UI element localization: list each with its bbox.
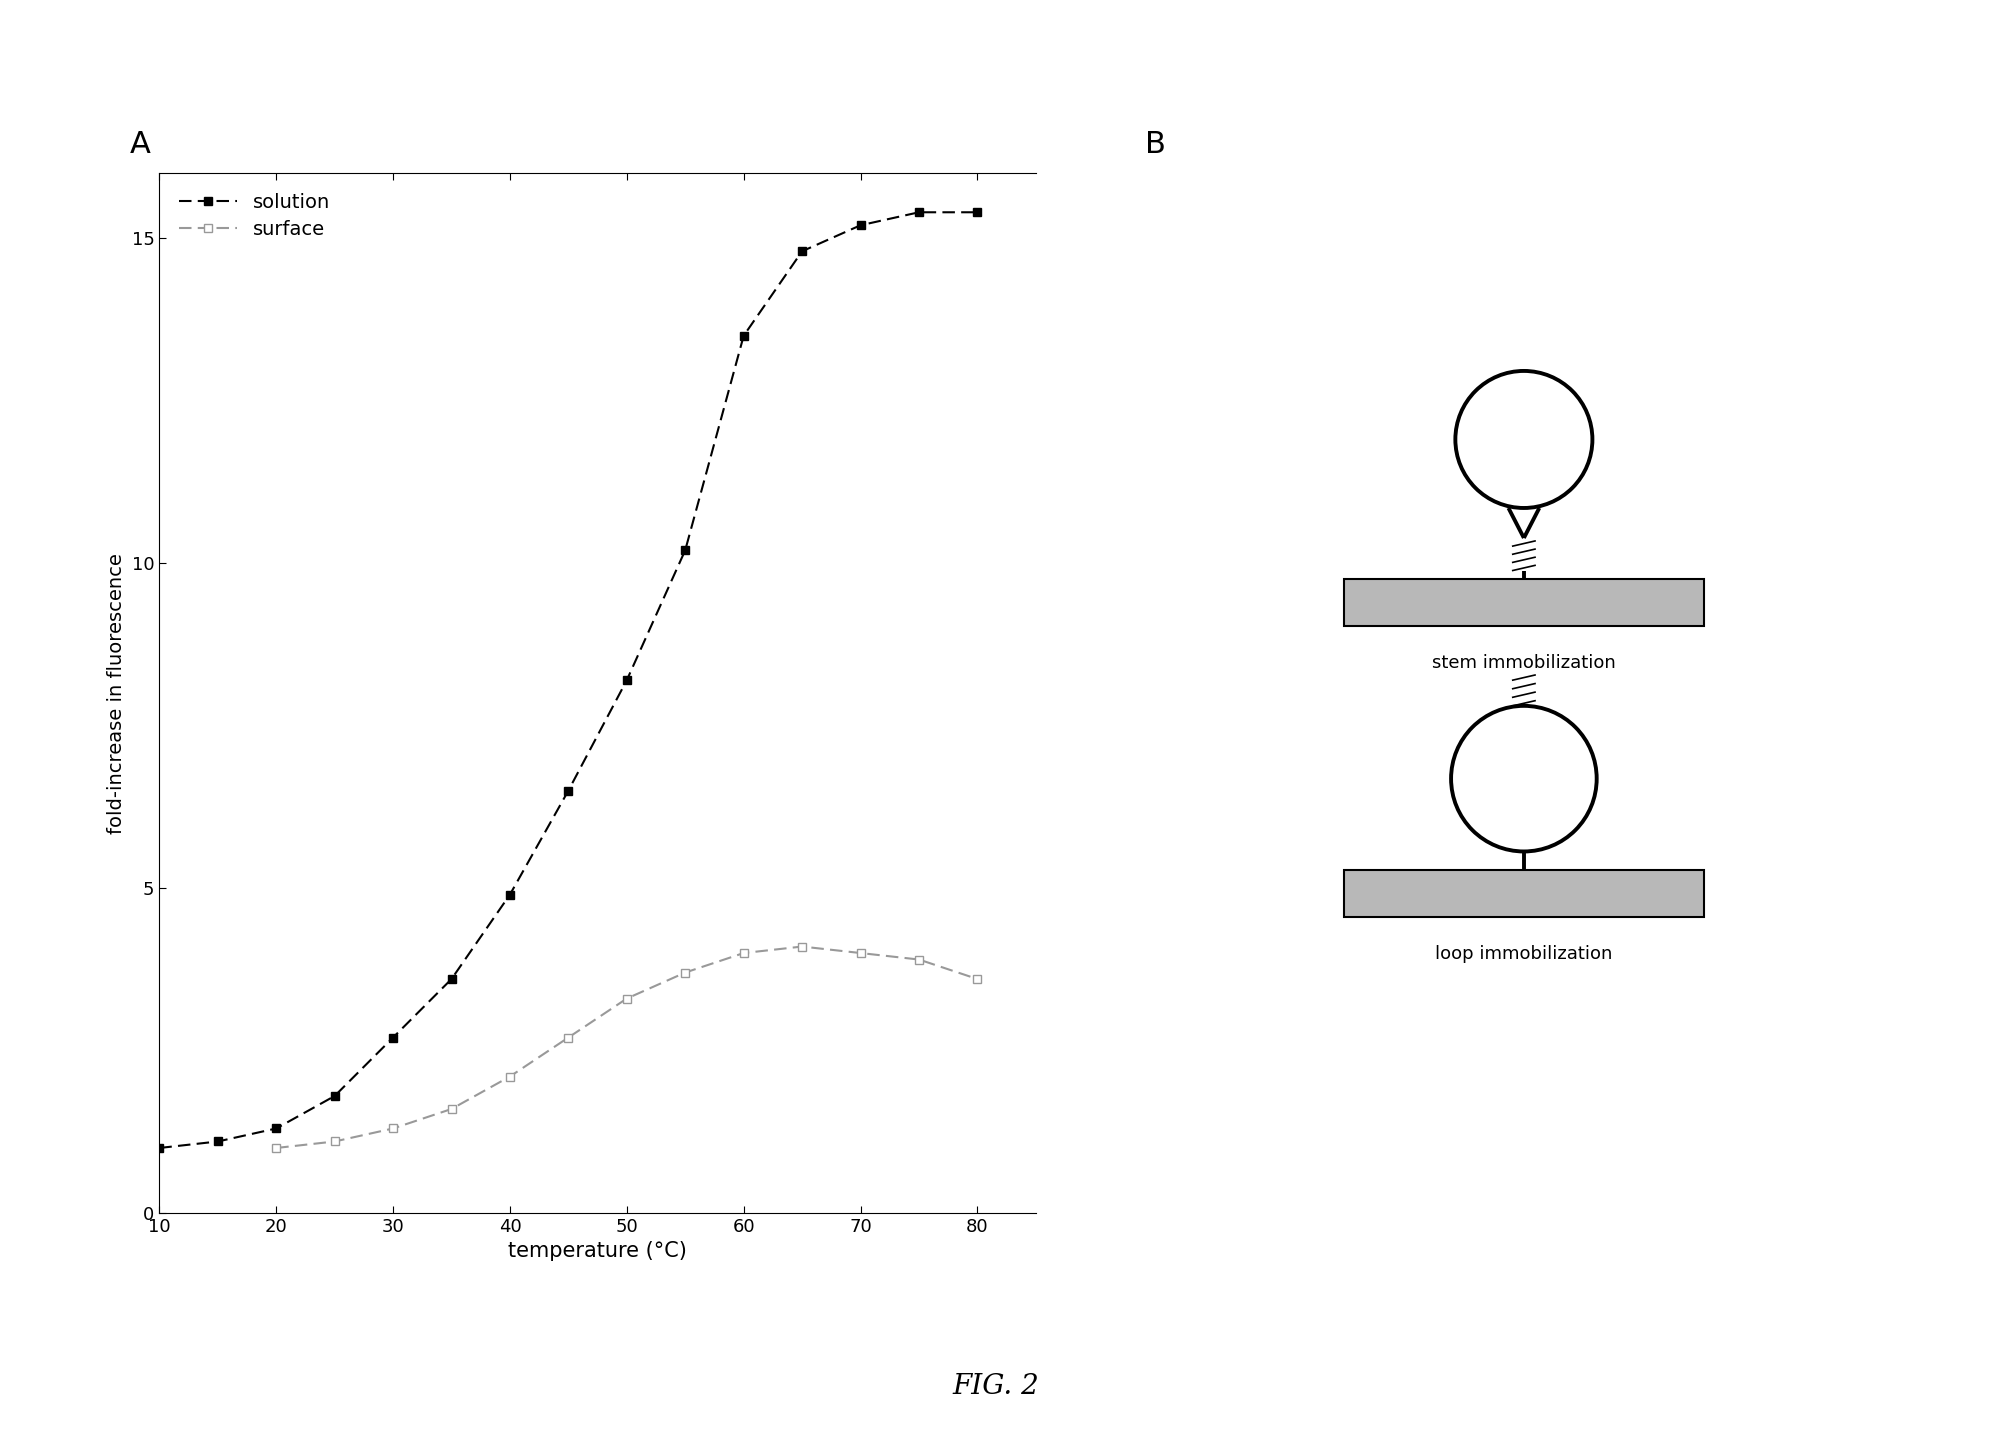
Text: FIG. 2: FIG. 2 [952, 1373, 1040, 1399]
Text: A: A [129, 130, 149, 159]
solution [380, 1028, 404, 1045]
FancyBboxPatch shape [1345, 871, 1703, 917]
solution [966, 204, 990, 221]
surface [791, 939, 815, 956]
surface [731, 944, 755, 962]
Text: B: B [1145, 130, 1165, 159]
solution [265, 1121, 289, 1138]
surface [556, 1028, 580, 1045]
X-axis label: temperature (°C): temperature (°C) [508, 1242, 687, 1262]
Y-axis label: fold-increase in fluorescence: fold-increase in fluorescence [108, 553, 125, 833]
surface [966, 970, 990, 988]
surface [380, 1121, 404, 1138]
solution [147, 1139, 171, 1157]
solution [440, 970, 464, 988]
surface [849, 944, 872, 962]
surface [498, 1067, 522, 1086]
surface [616, 991, 639, 1008]
solution [616, 671, 639, 689]
solution [731, 328, 755, 345]
surface [906, 950, 930, 967]
solution [205, 1132, 229, 1149]
surface [323, 1132, 347, 1149]
surface [673, 965, 697, 982]
solution [791, 243, 815, 260]
Line: surface: surface [273, 943, 982, 1152]
solution [906, 204, 930, 221]
solution [849, 217, 872, 234]
Text: stem immobilization: stem immobilization [1432, 654, 1616, 671]
solution [323, 1087, 347, 1105]
Text: loop immobilization: loop immobilization [1434, 944, 1614, 963]
solution [556, 783, 580, 800]
surface [265, 1139, 289, 1157]
Line: solution: solution [155, 208, 982, 1152]
solution [673, 542, 697, 559]
solution [498, 885, 522, 904]
surface [440, 1100, 464, 1118]
FancyBboxPatch shape [1345, 579, 1703, 627]
Legend: solution, surface: solution, surface [169, 183, 341, 248]
